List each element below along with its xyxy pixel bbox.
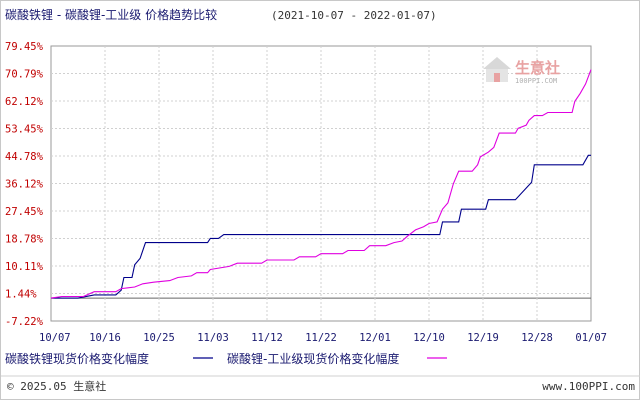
y-tick-label: 79.45% bbox=[5, 41, 44, 53]
house-icon bbox=[483, 57, 511, 82]
series-line-2 bbox=[50, 69, 592, 299]
chart-title: 碳酸铁锂 - 碳酸锂-工业级 价格趋势比较 bbox=[5, 7, 217, 22]
y-tick-label: 70.79% bbox=[5, 69, 44, 81]
series-layer bbox=[50, 69, 592, 299]
x-tick-label: 11/12 bbox=[251, 332, 283, 344]
x-tick-label: 10/16 bbox=[89, 332, 121, 344]
series-line-1 bbox=[51, 154, 591, 299]
footer-website: www.100PPI.com bbox=[542, 380, 635, 393]
legend-label-series-2: 碳酸锂-工业级现货价格变化幅度 bbox=[227, 351, 399, 366]
logo-sub: 100PPI.COM bbox=[515, 77, 557, 85]
x-tick-label: 10/25 bbox=[143, 332, 175, 344]
y-tick-label: 18.78% bbox=[5, 234, 44, 246]
x-tick-label: 10/07 bbox=[39, 332, 71, 344]
legend-label-series-1: 碳酸铁锂现货价格变化幅度 bbox=[5, 351, 149, 366]
y-tick-label: 44.78% bbox=[5, 151, 44, 163]
y-tick-label: 36.12% bbox=[5, 179, 44, 191]
logo-name: 生意社 bbox=[515, 59, 560, 77]
x-tick-label: 11/03 bbox=[197, 332, 229, 344]
y-axis-ticks: 79.45% 70.79% 62.12% 53.45% 44.78% 36.12% 27.4… bbox=[5, 41, 44, 328]
x-tick-label: 12/28 bbox=[521, 332, 553, 344]
x-tick-label: 11/22 bbox=[305, 332, 337, 344]
x-tick-label: 12/19 bbox=[467, 332, 499, 344]
chart-date-range: (2021-10-07 - 2022-01-07) bbox=[271, 9, 437, 22]
legend: 碳酸铁锂现货价格变化幅度 碳酸锂-工业级现货价格变化幅度 bbox=[5, 351, 447, 366]
x-tick-label: 01/07 bbox=[575, 332, 607, 344]
y-tick-label: 62.12% bbox=[5, 96, 44, 108]
x-axis-ticks: 10/07 10/16 10/25 11/03 11/12 11/22 12/01 12/10… bbox=[39, 332, 607, 344]
footer-copyright: © 2025.05 生意社 bbox=[7, 379, 106, 393]
y-tick-label: 1.44% bbox=[5, 289, 37, 301]
y-tick-label: 10.11% bbox=[5, 261, 44, 273]
y-tick-label: -7.22% bbox=[5, 316, 44, 328]
watermark-logo: 生意社 100PPI.COM bbox=[483, 57, 560, 85]
x-tick-label: 12/10 bbox=[413, 332, 445, 344]
y-tick-label: 27.45% bbox=[5, 206, 44, 218]
y-tick-label: 53.45% bbox=[5, 124, 44, 136]
x-tick-label: 12/01 bbox=[359, 332, 391, 344]
